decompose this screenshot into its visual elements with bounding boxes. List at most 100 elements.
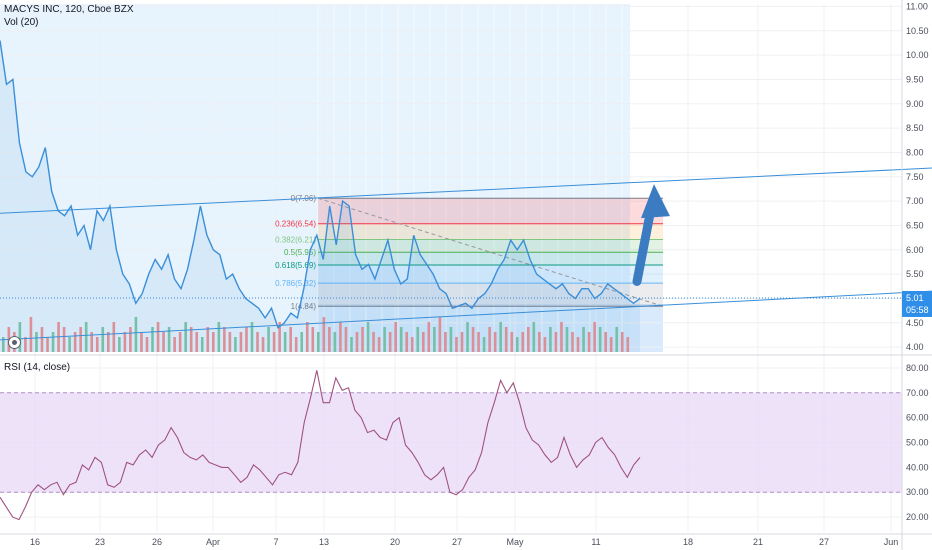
legend: MACYS INC, 120, Cboe BZX Vol (20) — [4, 3, 134, 29]
volume-label[interactable]: Vol (20) — [4, 17, 39, 28]
volume-bar — [123, 332, 127, 352]
volume-bar — [167, 327, 171, 352]
price-tick-label: 4.50 — [906, 318, 924, 328]
volume-bar — [245, 327, 248, 352]
volume-bar — [73, 332, 77, 352]
volume-bar — [455, 337, 458, 352]
symbol-title[interactable]: MACYS INC, 120, Cboe BZX — [4, 4, 134, 15]
volume-bar — [101, 327, 105, 352]
volume-bar — [145, 337, 149, 352]
trendlines — [0, 167, 932, 341]
volume-bar — [84, 322, 88, 352]
volume-bar — [538, 332, 541, 352]
volume-bar — [162, 332, 165, 352]
volume-bar — [493, 332, 497, 352]
volume-bar — [311, 327, 315, 352]
volume-bar — [79, 327, 82, 352]
volume-bar — [609, 337, 613, 352]
fib-zone — [318, 264, 663, 284]
rsi-tick-label: 40.00 — [906, 462, 929, 472]
volume-bar — [156, 322, 160, 352]
volume-bar — [515, 337, 519, 352]
volume-bar — [35, 332, 38, 352]
rsi-label[interactable]: RSI (14, close) — [4, 362, 71, 373]
volume-bar — [488, 327, 491, 352]
volume-bar — [339, 322, 342, 352]
price-tick-label: 7.50 — [906, 172, 924, 182]
volume-bar — [95, 337, 99, 352]
volume-bar — [471, 327, 475, 352]
volume-bar — [460, 332, 464, 352]
volume-bar — [333, 332, 337, 352]
volume-bars — [2, 317, 630, 352]
volume-bar — [383, 327, 386, 352]
fib-level-label: 1(4.84) — [291, 302, 317, 311]
volume-bar — [228, 332, 232, 352]
volume-bar — [593, 322, 596, 352]
time-tick-label: 13 — [319, 537, 329, 547]
volume-bar — [527, 327, 530, 352]
volume-bar — [598, 327, 602, 352]
volume-bar — [267, 327, 270, 352]
price-tick-label: 9.00 — [906, 99, 924, 109]
volume-bar — [565, 327, 569, 352]
volume-bar — [372, 332, 375, 352]
volume-bar — [377, 337, 381, 352]
volume-bar — [521, 332, 525, 352]
volume-bar — [317, 332, 320, 352]
volume-bar — [504, 327, 508, 352]
volume-bar — [178, 332, 182, 352]
volume-bar — [361, 327, 364, 352]
price-tick-label: 10.50 — [906, 26, 929, 36]
rsi-band — [0, 392, 902, 493]
volume-bar — [549, 327, 552, 352]
fib-level-label: 0.618(5.69) — [275, 261, 316, 270]
price-tick-label: 8.50 — [906, 123, 924, 133]
price-tick-label: 7.00 — [906, 196, 924, 206]
price-tick-label: 11.00 — [906, 1, 928, 11]
volume-bar — [195, 332, 199, 352]
volume-bar — [422, 332, 425, 352]
time-tick-label: 11 — [591, 537, 600, 547]
last-price-label: 5.01 — [906, 293, 924, 303]
volume-bar — [433, 327, 436, 352]
volume-bar — [206, 327, 210, 352]
volume-bar — [449, 327, 453, 352]
volume-bar — [444, 332, 447, 352]
volume-bar — [344, 327, 348, 352]
time-tick-label: 23 — [95, 537, 105, 547]
fib-retracement: 0(7.06)0.236(6.54)0.382(6.21)0.5(5.95)0.… — [275, 194, 664, 311]
volume-bar — [427, 322, 431, 352]
arrow-shaft — [632, 209, 655, 286]
time-tick-label: May — [506, 537, 524, 547]
volume-bar — [532, 322, 536, 352]
settings-icon[interactable] — [8, 336, 21, 349]
volume-bar — [234, 337, 237, 352]
volume-bar — [68, 337, 71, 352]
volume-bar — [212, 332, 215, 352]
volume-bar — [272, 332, 276, 352]
fib-level-label: 0.5(5.95) — [284, 248, 316, 257]
session-highlight — [0, 4, 630, 352]
volume-bar — [278, 322, 281, 352]
volume-bar — [305, 322, 309, 352]
volume-bar — [261, 337, 265, 352]
rsi-legend[interactable]: RSI (14, close) — [4, 361, 70, 374]
volume-bar — [604, 332, 607, 352]
time-tick-label: 7 — [273, 537, 278, 547]
rsi-tick-label: 20.00 — [906, 512, 929, 522]
volume-bar — [51, 332, 55, 352]
volume-bar — [2, 337, 5, 352]
volume-bar — [416, 327, 420, 352]
rsi-tick-label: 30.00 — [906, 487, 929, 497]
volume-bar — [620, 332, 624, 352]
volume-bar — [140, 332, 143, 352]
volume-bar — [250, 322, 254, 352]
time-tick-label: 27 — [819, 537, 829, 547]
volume-bar — [18, 322, 22, 352]
volume-bar — [587, 332, 591, 352]
price-tick-label: 4.00 — [906, 342, 924, 352]
price-tick-label: 5.50 — [906, 269, 924, 279]
fib-zone — [318, 198, 663, 224]
